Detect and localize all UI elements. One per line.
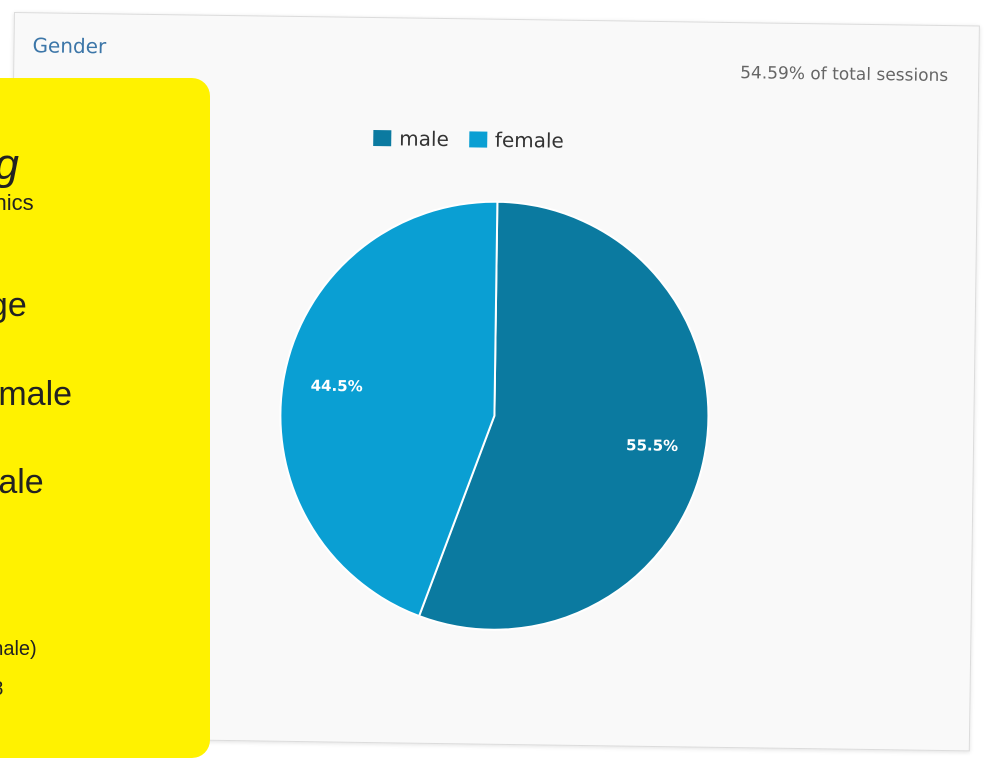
callout-line-age: age xyxy=(0,286,27,324)
callout-line-male: male xyxy=(0,463,44,501)
callout-line-note: ennale) xyxy=(0,638,37,660)
yellow-callout: ng aphics age female male ennale) 018 xyxy=(0,78,210,758)
callout-heading: ng xyxy=(0,140,19,190)
pie-label-female: 44.5% xyxy=(311,377,363,396)
pie-chart: 55.5% 44.5% xyxy=(278,199,711,633)
pie-slice-female[interactable] xyxy=(278,199,499,618)
callout-line-year: 018 xyxy=(0,678,3,701)
gender-card: Gender 54.59% of total sessions male fem… xyxy=(3,12,980,752)
callout-subheading: aphics xyxy=(0,190,34,215)
pie-slice-male[interactable] xyxy=(417,200,711,633)
pie-label-male: 55.5% xyxy=(626,436,678,455)
callout-line-female: female xyxy=(0,375,73,413)
